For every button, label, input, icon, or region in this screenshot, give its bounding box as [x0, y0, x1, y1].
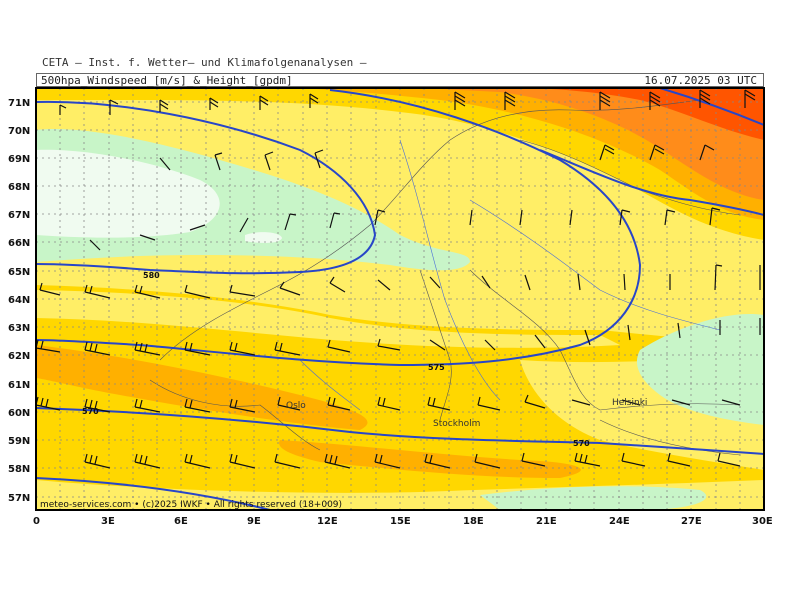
- lon-label: 6E: [174, 516, 188, 527]
- lat-label: 68N: [8, 182, 30, 193]
- coastlines: [149, 99, 741, 456]
- lat-label: 62N: [8, 351, 30, 362]
- lat-lon-grid: [36, 88, 764, 510]
- lat-label: 59N: [8, 436, 30, 447]
- contour-label: 575: [428, 363, 445, 372]
- wind-barbs: [36, 89, 761, 469]
- city-label-oslo: Oslo: [286, 401, 306, 411]
- wind-speed-fill: [36, 88, 764, 510]
- lon-label: 30E: [752, 516, 773, 527]
- valid-datetime: 16.07.2025 03 UTC: [644, 74, 757, 87]
- contour-ne-1: [659, 88, 764, 126]
- lat-label: 70N: [8, 126, 30, 137]
- city-label-helsinki: Helsinki: [612, 398, 647, 408]
- lat-label: 63N: [8, 323, 30, 334]
- city-labels: Stockholm Helsinki Oslo: [286, 398, 647, 429]
- title-bar: 500hpa_Windspeed_[m/s]_&_Height_[gpdm] 1…: [36, 73, 764, 87]
- map-frame: [35, 87, 765, 511]
- lon-label: 0: [33, 516, 40, 527]
- lat-label: 64N: [8, 295, 30, 306]
- institute-header: CETA — Inst. f. Wetter— und Klimafolgena…: [42, 56, 367, 69]
- contour-labels: 580 575 570 570: [82, 271, 590, 448]
- lon-label: 27E: [681, 516, 702, 527]
- height-contours: [36, 88, 764, 510]
- contour-label: 570: [82, 407, 99, 416]
- lat-label: 67N: [8, 210, 30, 221]
- longitude-labels: 0 3E 6E 9E 12E 15E 18E 21E 24E 27E 30E: [33, 516, 773, 527]
- lon-label: 9E: [247, 516, 261, 527]
- contour-label: 570: [573, 439, 590, 448]
- lat-label: 71N: [8, 98, 30, 109]
- lon-label: 3E: [101, 516, 115, 527]
- lon-label: 21E: [536, 516, 557, 527]
- lon-label: 12E: [317, 516, 338, 527]
- lat-label: 57N: [8, 493, 30, 504]
- contour-565: [36, 477, 271, 510]
- lat-label: 58N: [8, 464, 30, 475]
- contour-label: 580: [143, 271, 160, 280]
- lat-label: 69N: [8, 154, 30, 165]
- lon-label: 24E: [609, 516, 630, 527]
- lat-label: 65N: [8, 267, 30, 278]
- latitude-labels: 71N 70N 69N 68N 67N 66N 65N 64N 63N 62N …: [8, 98, 30, 504]
- contour-570: [36, 407, 764, 455]
- lon-label: 15E: [390, 516, 411, 527]
- copyright-footer: meteo-services.com • (c)2025 IWKF • All …: [40, 500, 342, 510]
- contour-580: [36, 100, 377, 275]
- contour-ne-2: [539, 149, 764, 216]
- lon-label: 18E: [463, 516, 484, 527]
- city-label-stockholm: Stockholm: [433, 419, 480, 429]
- lat-label: 66N: [8, 238, 30, 249]
- rivers-borders: [299, 139, 721, 411]
- lat-label: 60N: [8, 408, 30, 419]
- lat-label: 61N: [8, 380, 30, 391]
- chart-title: 500hpa_Windspeed_[m/s]_&_Height_[gpdm]: [41, 74, 293, 87]
